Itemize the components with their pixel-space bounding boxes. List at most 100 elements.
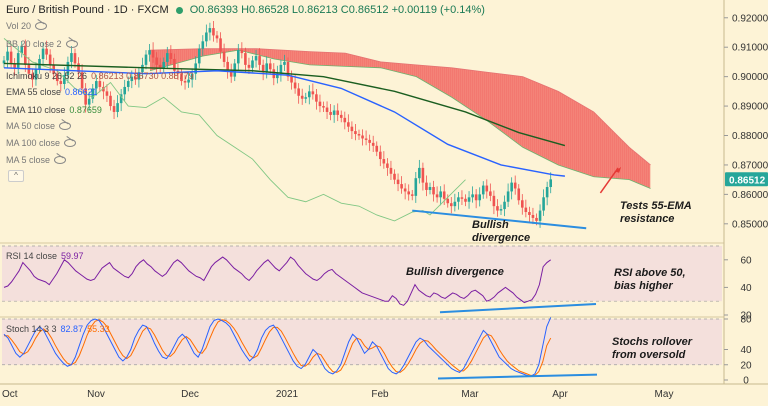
cloud-bear [494, 73, 497, 128]
cloud-bear [196, 48, 199, 59]
candle-body [55, 73, 59, 82]
stoch-k-line [3, 317, 552, 377]
candle-body [293, 82, 297, 89]
last-price-badge [725, 172, 768, 187]
cloud-bear [646, 161, 649, 188]
indicator-ema110[interactable]: EMA 110 close 0.87659 [6, 105, 102, 115]
cloud-bear [518, 76, 521, 146]
cloud-bear [576, 101, 579, 172]
cloud-bear [524, 77, 527, 149]
cloud-bear [446, 67, 449, 96]
indicator-ma50[interactable]: MA 50 close [6, 121, 72, 131]
candle-body [499, 209, 503, 211]
candle-body [276, 73, 279, 79]
cloud-bear [260, 48, 263, 56]
rsi-legend[interactable]: RSI 14 close 59.97 [6, 251, 84, 261]
cloud-bear [488, 72, 491, 123]
cloud-bear [226, 48, 229, 53]
cloud-bear [386, 62, 389, 70]
candle-body [173, 58, 176, 71]
candle-body [503, 201, 506, 210]
cloud-bear [640, 156, 643, 185]
cloud-bear [402, 63, 405, 74]
indicator-bb[interactable]: BB 20 close 2 [6, 39, 78, 49]
candle-body [95, 81, 98, 89]
candle-body [63, 75, 66, 84]
candle-body [24, 45, 27, 65]
cloud-bear [430, 66, 433, 86]
time-tick-label: Oct [2, 389, 18, 400]
cloud-bear [502, 74, 505, 134]
candle-body [137, 72, 141, 80]
cloud-bear [182, 49, 185, 62]
indicator-ma5[interactable]: MA 5 close [6, 155, 67, 165]
candle-body [190, 73, 194, 80]
cloud-bear [252, 48, 255, 54]
candle-body [87, 98, 91, 105]
cloud-bear [314, 51, 317, 66]
stoch-legend[interactable]: Stoch 14 3 3 82.87 55.33 [6, 324, 110, 334]
cloud-bear [326, 52, 329, 66]
candle-body [432, 187, 435, 195]
cloud-bear [268, 49, 271, 58]
candle-body [48, 54, 52, 65]
cloud-bear [190, 48, 193, 60]
cloud-bear [336, 52, 339, 67]
cloud-bear [184, 49, 187, 62]
cloud-bear [482, 71, 485, 119]
candle-body [478, 194, 481, 201]
candle-body [339, 114, 343, 118]
eye-hidden-icon[interactable] [59, 122, 72, 130]
candle-body [84, 88, 87, 105]
candle-body [144, 54, 148, 65]
cloud-bear [214, 48, 217, 55]
candle-body [315, 94, 318, 102]
candle-body [158, 64, 162, 68]
price-tick-label: 0.86000 [732, 190, 768, 201]
symbol-title[interactable]: Euro / British Pound · 1D · FXCM [6, 4, 169, 16]
cloud-bear [486, 72, 489, 122]
candle-body [16, 53, 20, 68]
cloud-bear [550, 87, 553, 162]
candle-body [134, 76, 137, 80]
cloud-bear [476, 70, 479, 115]
price-divergence-label-line: Bullish [472, 219, 509, 231]
candle-body [450, 203, 453, 207]
cloud-bear [362, 57, 365, 68]
cloud-bear [540, 83, 543, 157]
rsi-divergence-trendline [439, 302, 597, 314]
cloud-bear [316, 51, 319, 66]
eye-hidden-icon[interactable] [65, 40, 78, 48]
indicator-ma100[interactable]: MA 100 close [6, 138, 77, 148]
stoch-tick-label: 20 [740, 360, 752, 371]
collapse-legend-icon[interactable]: ^ [8, 170, 24, 182]
cloud-bear [276, 49, 279, 60]
cloud-bear [586, 107, 589, 175]
candle-body [361, 135, 364, 139]
eye-hidden-icon[interactable] [64, 139, 77, 147]
indicator-vol[interactable]: Vol 20 [6, 21, 48, 31]
cloud-bear [204, 48, 207, 56]
eye-hidden-icon[interactable] [54, 156, 67, 164]
cloud-bear [558, 91, 561, 166]
indicator-ema55[interactable]: EMA 55 close 0.86621 [6, 87, 98, 97]
cloud-bear [536, 82, 539, 155]
cloud-bear [384, 62, 387, 70]
candle-body [460, 197, 464, 199]
cloud-bear [224, 48, 227, 53]
cloud-bear [300, 51, 303, 64]
eye-hidden-icon[interactable] [35, 22, 48, 30]
candle-body [169, 53, 173, 59]
candle-body [389, 167, 393, 174]
cloud-bear [374, 60, 377, 68]
time-tick-label: Feb [371, 389, 389, 400]
candle-body [318, 101, 322, 107]
cloud-bear [460, 68, 463, 105]
candle-body [123, 86, 126, 95]
indicator-ichimoku[interactable]: Ichimoku 9 26 52 26 0.86213 0.86730 0.887… [6, 71, 194, 81]
candle-body [531, 214, 535, 218]
cloud-bear [262, 48, 265, 57]
cloud-bear [532, 80, 535, 153]
cloud-bear [206, 48, 209, 56]
cloud-bear [594, 112, 597, 177]
